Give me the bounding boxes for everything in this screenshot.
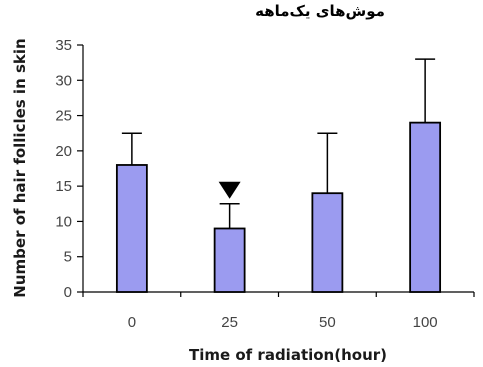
y-axis: 0 5 10 15 20 25 30 35 xyxy=(55,37,84,301)
x-tick-label-25: 25 xyxy=(221,314,238,331)
x-tick-label-0: 0 xyxy=(128,314,136,331)
x-tick-label-50: 50 xyxy=(319,314,336,331)
bars xyxy=(115,121,442,293)
x-axis: 0 25 50 100 xyxy=(82,291,475,331)
bar-50 xyxy=(311,192,344,293)
y-tick-label-25: 25 xyxy=(55,108,72,125)
y-tick-label-35: 35 xyxy=(55,37,72,54)
bar-100 xyxy=(409,121,442,293)
annotation-triangle-25 xyxy=(218,181,241,199)
x-tick-label-100: 100 xyxy=(413,314,438,331)
y-tick-label-5: 5 xyxy=(64,249,72,266)
y-axis-title: Number of hair follicles in skin xyxy=(11,38,29,297)
x-axis-title: Time of radiation(hour) xyxy=(189,346,387,364)
y-tick-label-10: 10 xyxy=(55,213,72,230)
chart-title: موش‌های یک‌ماهه xyxy=(255,2,385,20)
error-bars xyxy=(121,58,436,229)
y-tick-label-30: 30 xyxy=(55,72,72,89)
y-tick-label-0: 0 xyxy=(64,284,72,301)
y-tick-label-20: 20 xyxy=(55,143,72,160)
annotations xyxy=(218,181,241,199)
bar-25 xyxy=(213,227,246,293)
bar-0 xyxy=(115,164,148,293)
y-tick-label-15: 15 xyxy=(55,178,72,195)
